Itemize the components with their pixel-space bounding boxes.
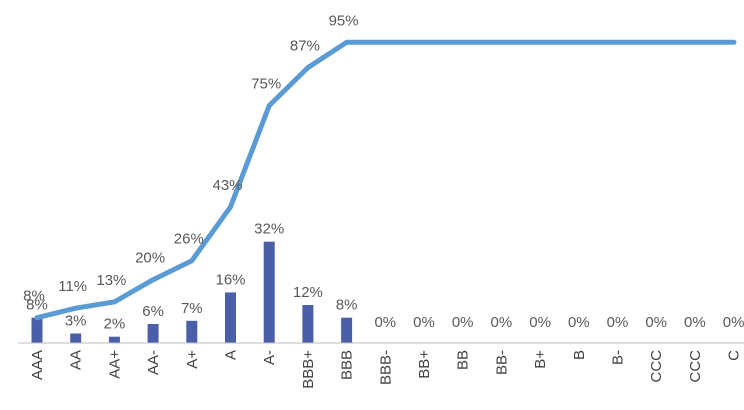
bar <box>225 292 236 343</box>
bar-value-label: 0% <box>607 314 629 331</box>
line-value-label: 26% <box>174 231 204 248</box>
bar-value-label: 0% <box>374 314 396 331</box>
line-value-label: 75% <box>251 76 281 93</box>
x-tick-label: AA <box>68 350 85 370</box>
bar-value-label: 16% <box>215 271 245 288</box>
x-tick-label: BBB- <box>377 350 394 385</box>
x-tick-label: BBB+ <box>300 350 317 389</box>
x-tick-labels: AAA AA AA+ AA- A+ A A- BBB+ BBB BBB- BB+ BB BB- B+ B B-… <box>29 350 743 389</box>
bars-layer <box>31 241 353 343</box>
bar-value-label: 12% <box>293 284 323 301</box>
x-tick-label: A- <box>261 350 278 365</box>
bar <box>302 305 314 343</box>
line-value-label: 87% <box>290 38 320 55</box>
line-value-label: 11% <box>58 278 87 295</box>
x-tick-label: AA- <box>145 350 162 375</box>
x-tick-label: BB- <box>493 350 510 375</box>
bar-value-label: 2% <box>104 316 126 333</box>
bar-value-label: 8% <box>26 297 48 314</box>
x-tick-label: CCC <box>687 350 704 383</box>
line-value-label: 95% <box>329 12 359 29</box>
x-tick-label: C <box>726 350 743 361</box>
x-tick-label: CCC <box>648 350 665 383</box>
bar-value-label: 0% <box>452 314 474 331</box>
x-tick-label: A <box>223 350 240 360</box>
line-value-label: 43% <box>212 177 242 194</box>
bar-value-label: 0% <box>491 314 513 331</box>
bar-labels-layer: 8% 3% 2% 6% 7% 16% 32% 12% 8% 0% 0% 0% 0% 0% 0% 0% 0% 0% 0… <box>26 221 744 333</box>
x-tick-label: BBB <box>339 350 356 380</box>
x-tick-label: B+ <box>532 350 549 369</box>
bar <box>341 317 353 343</box>
x-tick-label: BB+ <box>416 350 433 379</box>
line-value-label: 8% <box>23 288 45 305</box>
bar-value-label: 0% <box>645 314 667 331</box>
x-tick-label: AAA <box>29 350 46 380</box>
line-value-label: 13% <box>96 272 126 289</box>
cumulative-line <box>34 39 737 321</box>
bar <box>263 241 275 343</box>
x-tick-label: A+ <box>184 350 201 369</box>
bar <box>147 324 159 343</box>
bar-value-label: 6% <box>142 303 164 320</box>
line-value-label: 20% <box>135 250 165 267</box>
bar <box>31 317 43 343</box>
bar-value-label: 3% <box>65 313 87 330</box>
bar <box>186 320 198 343</box>
x-tick-label: B <box>571 350 588 360</box>
bar-value-label: 0% <box>684 314 706 331</box>
bar-value-label: 0% <box>723 314 744 331</box>
bar <box>108 336 120 343</box>
bar-value-label: 0% <box>413 314 435 331</box>
x-tick-label: BB <box>455 350 472 370</box>
x-tick-label: B- <box>610 350 627 365</box>
line-labels-layer: 8% 11% 13% 20% 26% 43% 75% 87% 95% <box>23 12 358 304</box>
bar-value-label: 0% <box>568 314 590 331</box>
x-tick-label: AA+ <box>106 350 123 379</box>
bar-value-label: 7% <box>181 300 203 317</box>
bar-value-label: 0% <box>529 314 551 331</box>
bar-value-label: 8% <box>336 297 358 314</box>
bar <box>70 333 82 343</box>
bar-value-label: 32% <box>254 221 284 238</box>
